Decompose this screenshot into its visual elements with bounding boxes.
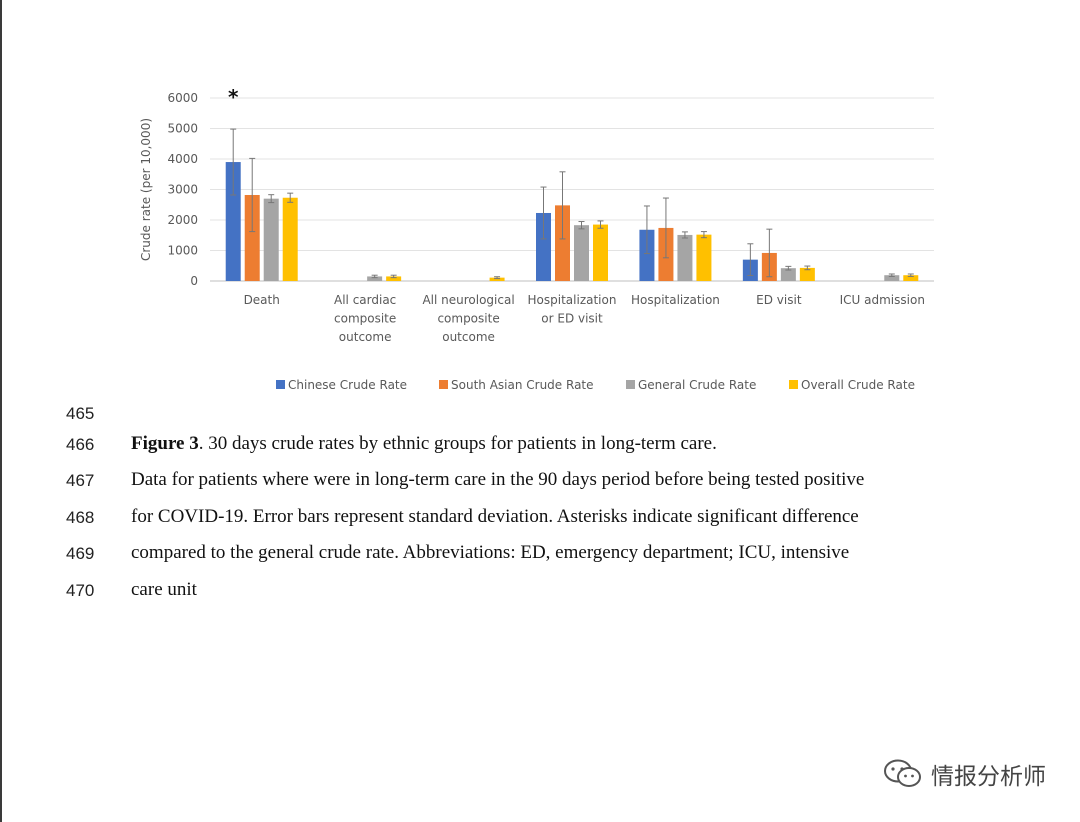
legend-label: South Asian Crude Rate [451, 378, 594, 392]
x-category-label: Death [244, 293, 280, 307]
x-category-label: composite [437, 312, 499, 326]
bar [386, 276, 402, 281]
y-tick-label: 6000 [167, 91, 198, 105]
line-number-469: 469 [66, 544, 95, 563]
legend-swatch [276, 380, 285, 389]
caption-line-469: compared to the general crude rate. Abbr… [131, 542, 850, 563]
bar [367, 276, 383, 281]
legend-label: Chinese Crude Rate [288, 378, 407, 392]
caption-line-470: care unit [131, 579, 197, 600]
x-category-label: All cardiac [334, 293, 396, 307]
line-number-468: 468 [66, 508, 95, 527]
bar [696, 234, 712, 281]
bar [574, 225, 589, 281]
legend-swatch [439, 380, 448, 389]
y-tick-label: 5000 [167, 122, 198, 136]
y-tick-label: 2000 [167, 213, 198, 227]
figure-label: Figure 3 [131, 433, 199, 454]
line-number-465: 465 [66, 404, 95, 423]
figure-caption-title: Figure 3. 30 days crude rates by ethnic … [131, 433, 1011, 455]
x-category-label: outcome [339, 330, 392, 344]
x-category-label: composite [334, 312, 396, 326]
watermark: 情报分析师 [883, 756, 1046, 792]
bar-chart: 0 1000 2000 3000 4000 5000 6000 Crude rate (per… [139, 85, 934, 392]
bar [282, 197, 298, 281]
bar [489, 277, 505, 281]
x-category-label: Hospitalization [528, 293, 617, 307]
y-tick-label: 3000 [167, 183, 198, 197]
caption-line-468: for COVID-19. Error bars represent stand… [131, 506, 859, 527]
bar [555, 205, 570, 281]
y-axis-label: Crude rate (per 10,000) [139, 118, 153, 261]
y-tick-label: 1000 [167, 244, 198, 258]
caption-line-466: . 30 days crude rates by ethnic groups f… [198, 433, 717, 454]
caption-line-467: Data for patients where were in long-ter… [131, 469, 865, 490]
legend-swatch [789, 380, 798, 389]
wechat-icon [884, 759, 921, 787]
legend-label: Overall Crude Rate [801, 378, 915, 392]
x-category-label: outcome [442, 330, 495, 344]
watermark-text: 情报分析师 [931, 764, 1046, 790]
line-number-467: 467 [66, 471, 95, 490]
bar [799, 267, 815, 281]
x-category-label: ICU admission [840, 293, 925, 307]
bar [536, 212, 551, 281]
bar [639, 229, 655, 281]
line-number-466: 466 [66, 435, 95, 454]
bar [780, 268, 796, 281]
legend-label: General Crude Rate [638, 378, 756, 392]
bar [244, 194, 260, 281]
x-category-label: ED visit [756, 293, 802, 307]
y-tick-label: 4000 [167, 152, 198, 166]
x-category-label: Hospitalization [631, 293, 720, 307]
bar [903, 275, 919, 281]
legend-swatch [626, 380, 635, 389]
bar [884, 275, 900, 281]
line-number-470: 470 [66, 581, 95, 600]
x-category-label: All neurological [422, 293, 514, 307]
x-category-label: or ED visit [541, 312, 603, 326]
bar [263, 198, 279, 281]
bar [677, 234, 693, 281]
y-tick-label: 0 [190, 274, 198, 288]
bar [593, 224, 608, 281]
bar [225, 162, 241, 281]
significance-asterisk: * [228, 85, 239, 109]
